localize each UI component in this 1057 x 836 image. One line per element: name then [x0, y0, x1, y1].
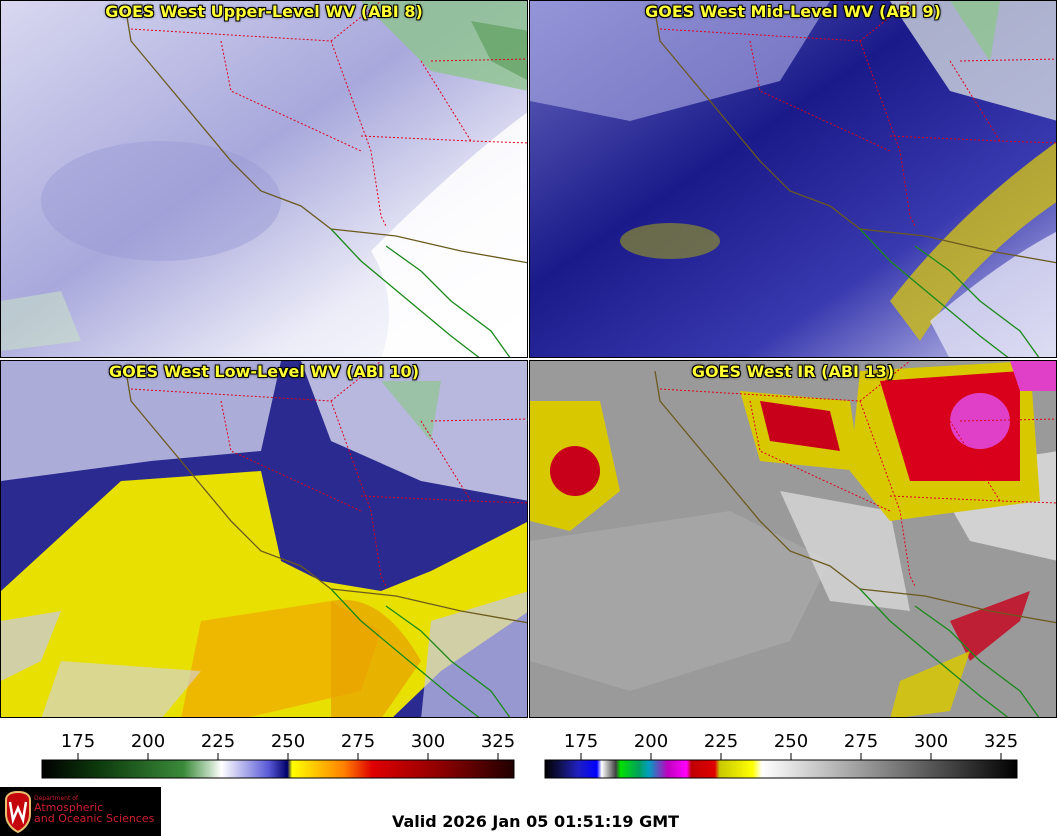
panel-title: GOES West Upper-Level WV (ABI 8): [105, 2, 423, 21]
wv-colorbar: 175 200 225 250 275 300 325: [40, 726, 530, 782]
tick-label: 225: [201, 731, 235, 752]
tick-label: 300: [914, 731, 948, 752]
panel-title: GOES West Low-Level WV (ABI 10): [108, 362, 419, 381]
tick-label: 200: [634, 731, 668, 752]
logo-line-2: and Oceanic Sciences: [34, 812, 155, 825]
panel-low-level-wv: GOES West Low-Level WV (ABI 10): [0, 360, 528, 718]
ir-image: [530, 361, 1056, 717]
wv-color-scale: [41, 759, 515, 779]
valid-time: Valid 2026 Jan 05 01:51:19 GMT: [392, 812, 680, 831]
panel-title: GOES West Mid-Level WV (ABI 9): [645, 2, 941, 21]
upper-level-wv-image: [1, 1, 527, 357]
tick-label: 225: [704, 731, 738, 752]
logo-text: Department of Atmospheric and Oceanic Sc…: [34, 795, 154, 824]
ir-colorbar: 175 200 225 250 275 300 325: [543, 726, 1033, 782]
tick-label: 275: [341, 731, 375, 752]
tick-label: 175: [564, 731, 598, 752]
wv-tick-labels: 175 200 225 250 275 300 325: [61, 731, 515, 752]
tick-label: 250: [774, 731, 808, 752]
ir-tick-labels: 175 200 225 250 275 300 325: [564, 731, 1018, 752]
tick-label: 325: [481, 731, 515, 752]
mid-level-wv-image: [530, 1, 1056, 357]
low-level-wv-image: [1, 361, 527, 717]
uw-crest-icon: [5, 790, 31, 834]
tick-label: 325: [984, 731, 1018, 752]
panel-ir: GOES West IR (ABI 13): [529, 360, 1057, 718]
panel-mid-level-wv: GOES West Mid-Level WV (ABI 9): [529, 0, 1057, 358]
aos-logo: Department of Atmospheric and Oceanic Sc…: [0, 787, 161, 836]
panel-title: GOES West IR (ABI 13): [691, 362, 895, 381]
logo-line-1: Atmospheric: [34, 801, 104, 814]
tick-label: 275: [844, 731, 878, 752]
logo-dept: Department of: [34, 795, 78, 802]
tick-label: 200: [131, 731, 165, 752]
tick-label: 250: [271, 731, 305, 752]
ir-color-scale: [544, 759, 1018, 779]
tick-label: 300: [411, 731, 445, 752]
tick-label: 175: [61, 731, 95, 752]
panel-upper-level-wv: GOES West Upper-Level WV (ABI 8): [0, 0, 528, 358]
